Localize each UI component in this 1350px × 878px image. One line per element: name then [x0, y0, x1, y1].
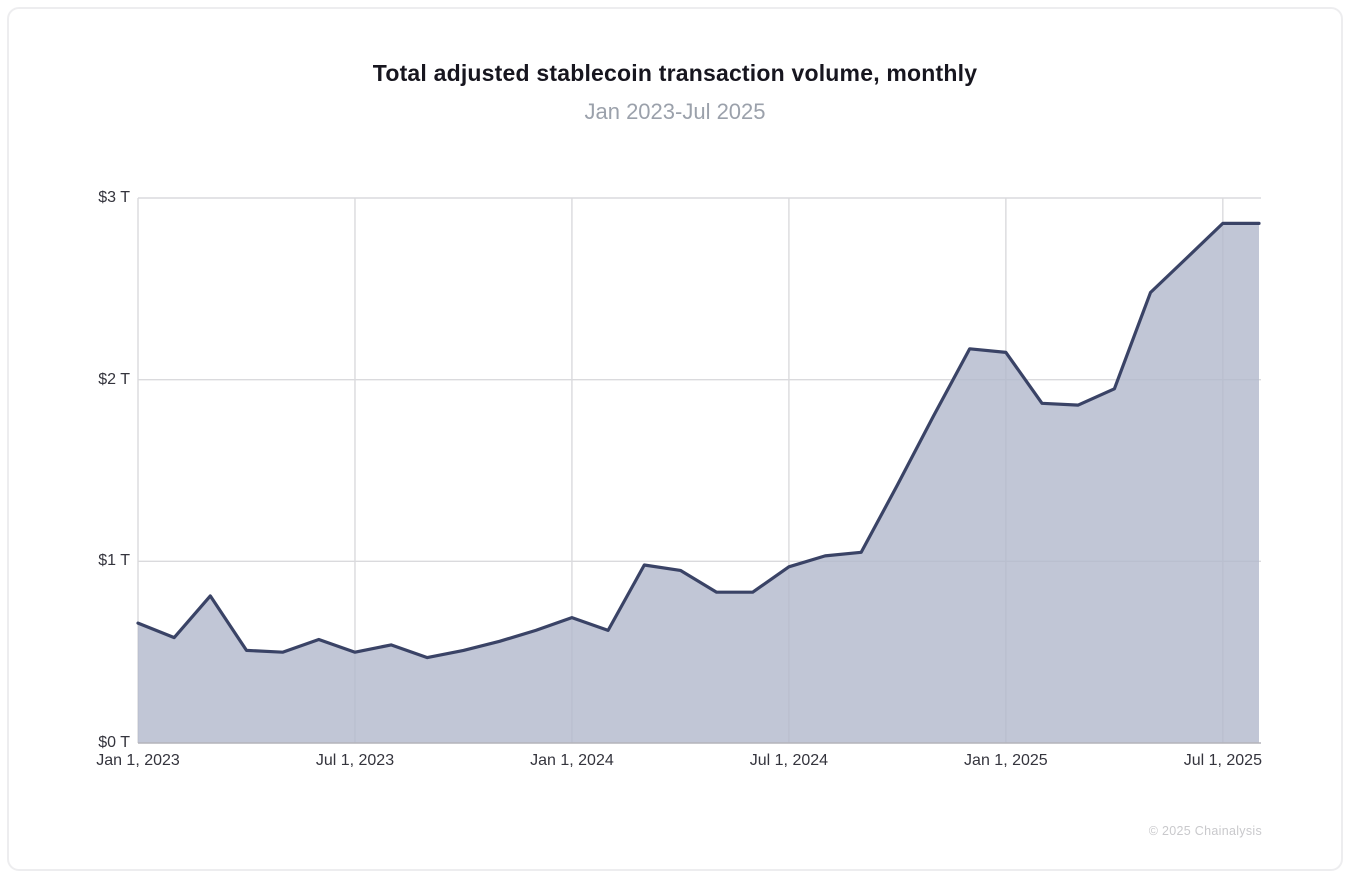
x-tick-label: Jan 1, 2025: [964, 752, 1048, 769]
trend-line: [136, 221, 1261, 660]
y-tick-label: $2 T: [98, 370, 130, 388]
y-tick-label: $1 T: [98, 552, 130, 570]
x-tick-label: Jul 1, 2024: [749, 752, 829, 769]
x-tick-label: Jan 1, 2024: [530, 752, 614, 769]
x-tick-label: Jan 1, 2023: [96, 752, 180, 769]
chart-title: Total adjusted stablecoin transaction vo…: [372, 60, 978, 86]
chart-subtitle: Jan 2023-Jul 2025: [584, 99, 766, 124]
y-tick-label: $3 T: [98, 189, 130, 206]
x-tick-label: Jul 1, 2023: [315, 752, 395, 769]
x-tick-label: Jul 1, 2025: [1183, 752, 1262, 769]
y-tick-label: $0 T: [98, 734, 130, 751]
copyright-note: © 2025 Chainalysis: [1148, 824, 1262, 838]
area-fill: [138, 223, 1259, 743]
